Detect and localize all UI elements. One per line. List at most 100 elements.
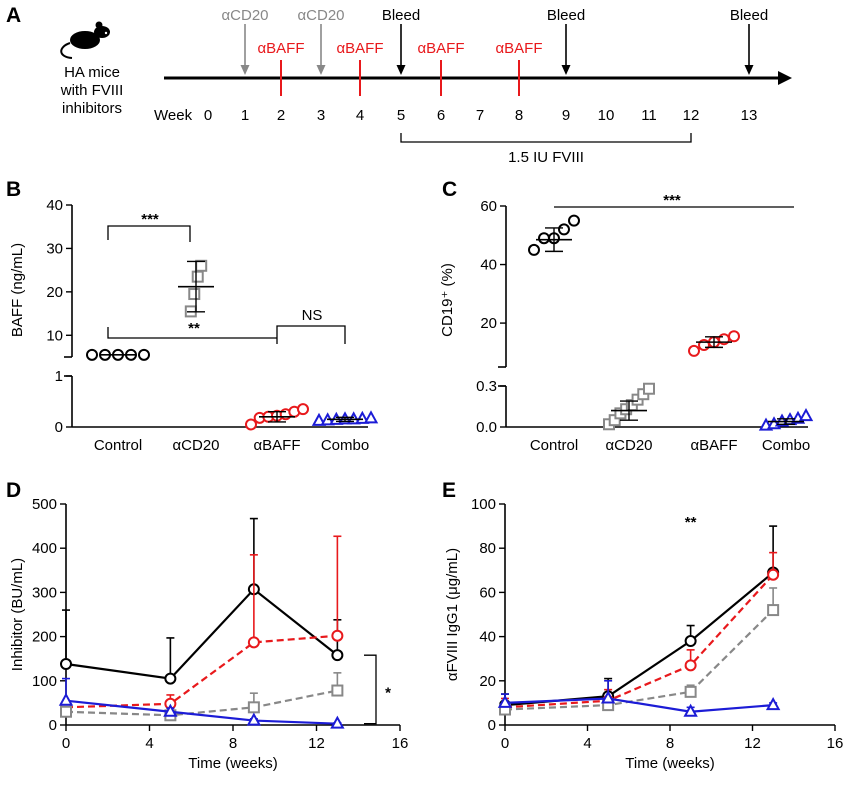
data-point <box>558 223 570 236</box>
x-axis-label: Time (weeks) <box>625 755 714 772</box>
x-tick-label: 16 <box>827 735 844 752</box>
week-tick-label: 5 <box>397 107 405 124</box>
data-point <box>331 684 344 697</box>
data-point <box>798 407 814 422</box>
data-point <box>728 330 740 343</box>
bleed-label: Bleed <box>547 7 585 24</box>
bleed-label: Bleed <box>382 7 420 24</box>
data-point <box>191 270 204 283</box>
bleed-arrowhead <box>744 65 754 75</box>
sig-annotation: ** <box>685 514 697 531</box>
data-point <box>58 692 74 706</box>
y-axis-label: αFVIII IgG1 (μg/mL) <box>444 548 461 681</box>
series-line-control <box>504 571 774 707</box>
fviii-bracket <box>400 133 692 143</box>
data-point <box>767 604 780 617</box>
data-point <box>330 715 345 729</box>
x-category-label: Combo <box>762 437 810 454</box>
mouse-label-line-2: with FVIII <box>60 82 124 99</box>
sig-annotation: NS <box>302 307 323 324</box>
mouse-label-line-3: inhibitors <box>62 100 122 117</box>
y-tick-label: 10 <box>46 327 63 344</box>
data-point <box>684 659 697 672</box>
week-label: Week <box>154 107 193 124</box>
data-point <box>331 629 344 642</box>
data-point <box>60 705 72 718</box>
y-tick-label: 100 <box>32 673 57 690</box>
data-point <box>684 635 697 648</box>
y-tick-label: 30 <box>46 240 63 257</box>
x-tick-label: 0 <box>501 735 509 752</box>
y-tick-label: 0 <box>55 419 63 436</box>
data-point <box>331 649 344 662</box>
series-line-abaff <box>65 634 338 709</box>
data-point <box>767 568 780 581</box>
x-tick-label: 8 <box>666 735 674 752</box>
x-tick-label: 16 <box>392 735 409 752</box>
data-point <box>297 403 309 416</box>
data-point <box>765 697 781 711</box>
sig-bracket <box>276 325 346 344</box>
data-point <box>138 348 150 361</box>
panel-label-d: D <box>6 479 21 502</box>
sig-bracket <box>107 327 277 339</box>
baff-dose-label: αBAFF <box>336 40 383 57</box>
data-point <box>245 418 257 431</box>
y-tick-label: 0.3 <box>476 378 497 395</box>
y-tick-label: 20 <box>46 284 63 301</box>
y-tick-label: 20 <box>480 315 497 332</box>
fviii-label: 1.5 IU FVIII <box>508 149 584 166</box>
y-tick-label: 80 <box>479 540 496 557</box>
plot-b-baff: 10 20 30 40 0 1 BAFF (ng/mL) Control αCD20 αBAFF C… <box>9 197 379 454</box>
data-point <box>188 288 201 301</box>
data-point <box>600 690 616 704</box>
week-tick-label: 0 <box>204 107 212 124</box>
plot-d-inhibitor: 0 100 200 300 400 500 0 4 8 12 16 Time (weeks) Inhib… <box>9 496 408 772</box>
y-axis-label: BAFF (ng/mL) <box>9 243 26 337</box>
panel-label-e: E <box>442 479 456 502</box>
panel-label-c: C <box>442 178 457 201</box>
series-line-acd20 <box>504 609 774 711</box>
data-point <box>497 694 513 708</box>
bleed-arrowhead <box>396 65 406 75</box>
mouse-label-line-1: HA mice <box>64 64 120 81</box>
y-tick-label: 0 <box>49 717 57 734</box>
x-category-label: αBAFF <box>690 437 737 454</box>
data-point <box>688 344 700 357</box>
data-point <box>60 658 72 671</box>
data-point <box>164 672 177 685</box>
week-tick-label: 11 <box>641 107 657 124</box>
week-tick-label: 13 <box>741 107 758 124</box>
x-category-label: αCD20 <box>172 437 219 454</box>
y-axis-label: Inhibitor (BU/mL) <box>9 558 26 671</box>
x-axis-label: Time (weeks) <box>188 755 277 772</box>
x-tick-label: 12 <box>308 735 325 752</box>
data-point <box>163 703 178 717</box>
bleed-arrowhead <box>561 65 571 75</box>
x-tick-label: 4 <box>583 735 591 752</box>
data-point <box>643 382 655 395</box>
mouse-icon <box>60 21 110 59</box>
sig-annotation: *** <box>663 192 681 209</box>
series-line-abaff <box>504 573 774 709</box>
panel-label-b: B <box>6 178 21 201</box>
y-tick-label: 40 <box>46 197 63 214</box>
cd20-label: αCD20 <box>221 7 268 24</box>
panel-label-a: A <box>6 4 21 27</box>
y-tick-label: 500 <box>32 496 57 513</box>
data-point <box>683 703 698 717</box>
series-line-control <box>65 587 339 680</box>
plot-e-igg1: 0 20 40 60 80 100 0 4 8 12 16 Time (weeks) αFVIII Ig… <box>444 496 843 772</box>
y-tick-label: 100 <box>471 496 496 513</box>
data-point <box>528 243 540 256</box>
x-tick-label: 12 <box>744 735 761 752</box>
data-point <box>538 232 550 245</box>
sig-annotation: ** <box>188 320 200 337</box>
data-point <box>195 259 208 272</box>
x-tick-label: 4 <box>145 735 153 752</box>
y-tick-label: 20 <box>479 673 496 690</box>
data-point <box>355 410 370 424</box>
y-tick-label: 400 <box>32 540 57 557</box>
y-tick-label: 40 <box>480 257 497 274</box>
